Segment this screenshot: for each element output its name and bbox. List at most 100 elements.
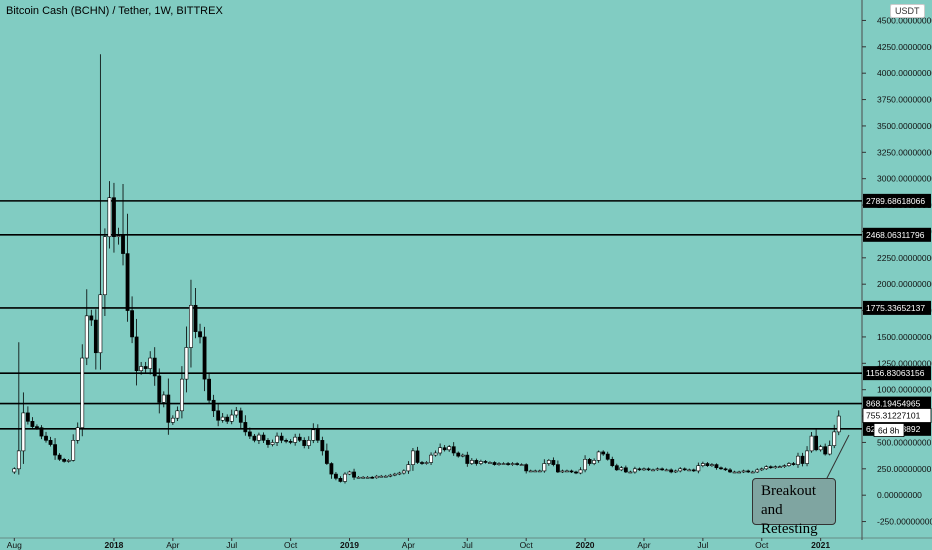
current-price-tag xyxy=(862,408,932,423)
candle-body xyxy=(687,469,692,472)
candle-body xyxy=(315,429,320,441)
y-tick-label: 500.00000000 xyxy=(877,437,932,447)
y-tick-label: 3750.00000000 xyxy=(877,95,932,105)
candle-body xyxy=(16,450,21,470)
candle-body xyxy=(565,470,569,473)
candle-body xyxy=(768,466,773,469)
candle-body xyxy=(610,459,615,466)
x-tick-label: Jul xyxy=(462,540,473,550)
candle-body xyxy=(12,468,17,473)
candle-body xyxy=(569,470,574,473)
candle-body xyxy=(388,474,393,477)
candle-body xyxy=(161,394,166,403)
candle-body xyxy=(787,463,791,466)
candle-body xyxy=(225,416,230,422)
candle-body xyxy=(483,461,488,463)
candle-body xyxy=(279,435,284,441)
candle-body xyxy=(220,416,225,421)
candle-body xyxy=(832,431,837,446)
candle-body xyxy=(338,478,343,482)
candle-body xyxy=(546,460,551,464)
x-tick-label: 2018 xyxy=(104,540,123,550)
candle-body xyxy=(723,468,728,471)
x-tick-label: Apr xyxy=(166,540,179,550)
candle-body xyxy=(107,197,112,238)
candle-body xyxy=(288,441,293,443)
candle-body xyxy=(551,460,556,465)
candle-body xyxy=(266,440,270,445)
x-tick-label: 2019 xyxy=(340,540,359,550)
countdown-label: 6d 8h xyxy=(878,426,900,436)
y-tick-label: 1250.00000000 xyxy=(877,358,932,368)
x-tick-label: Jul xyxy=(697,540,708,550)
candle-body xyxy=(401,470,406,474)
candle-body xyxy=(66,460,71,462)
candle-body xyxy=(57,454,62,460)
candle-body xyxy=(365,476,370,479)
candle-body xyxy=(764,466,769,470)
candle-body xyxy=(170,417,175,423)
candle-body xyxy=(198,331,202,338)
candle-body xyxy=(424,462,429,464)
annotation-line-1: Breakout and xyxy=(761,483,816,518)
candle-body xyxy=(383,475,388,478)
candle-body xyxy=(121,235,125,254)
candle-body xyxy=(25,412,30,422)
candle-body xyxy=(592,460,597,464)
candle-body xyxy=(578,469,583,474)
candle-body xyxy=(510,463,515,465)
annotation-callout: Breakout and Retesting xyxy=(752,478,836,537)
candle-body xyxy=(216,410,221,421)
candle-body xyxy=(148,357,153,369)
candle-body xyxy=(442,447,447,451)
candle-body xyxy=(519,464,524,466)
x-tick-label: Oct xyxy=(755,540,769,550)
countdown-tag xyxy=(873,423,905,437)
candle-body xyxy=(660,468,664,471)
candle-body xyxy=(361,476,366,479)
candle-body xyxy=(537,470,542,473)
level-price-label: 1156.83063156 xyxy=(866,368,925,378)
candle-body xyxy=(207,378,211,401)
candle-body xyxy=(782,465,787,468)
candle-body xyxy=(343,473,347,482)
candle-body xyxy=(623,467,628,473)
y-tick-label: 1500.00000000 xyxy=(877,332,932,342)
candle-body xyxy=(691,469,696,472)
candle-body xyxy=(560,470,565,473)
candle-body xyxy=(456,452,461,457)
candle-body xyxy=(157,375,162,403)
candle-body xyxy=(438,447,443,454)
candle-body xyxy=(103,236,107,296)
candle-body xyxy=(664,469,669,472)
candle-body xyxy=(75,427,80,441)
x-tick-label: Oct xyxy=(520,540,534,550)
candle-body xyxy=(700,463,705,466)
candle-body xyxy=(130,310,134,338)
candle-body xyxy=(759,468,764,471)
candle-body xyxy=(814,435,819,451)
candle-body xyxy=(737,471,742,474)
candle-body xyxy=(324,450,329,464)
candle-body xyxy=(143,366,148,369)
candle-body xyxy=(827,445,832,455)
level-price-tag xyxy=(863,300,931,315)
candle-body xyxy=(30,421,35,427)
level-price-label: 2789.68618066 xyxy=(866,196,925,206)
annotation-line-2: Retesting xyxy=(761,521,818,537)
candle-body xyxy=(275,435,279,443)
candle-body xyxy=(370,476,375,479)
level-price-label: 2468.06311796 xyxy=(866,230,925,240)
candle-body xyxy=(302,440,307,446)
x-tick-label: 2020 xyxy=(576,540,595,550)
candle-body xyxy=(524,464,529,472)
level-price-tag xyxy=(863,193,931,208)
currency-badge[interactable]: USDT xyxy=(890,4,925,18)
candle-body xyxy=(116,235,121,238)
candle-body xyxy=(669,469,674,473)
y-tick-label: 4250.00000000 xyxy=(877,42,932,52)
level-price-tag xyxy=(863,227,931,242)
candle-body xyxy=(234,410,239,416)
candle-body xyxy=(474,460,479,464)
